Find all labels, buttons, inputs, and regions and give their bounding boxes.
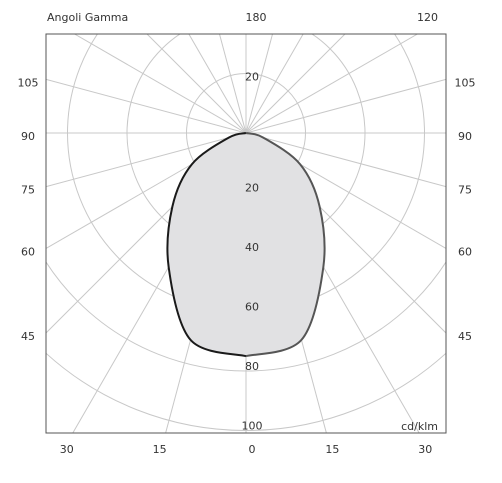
area (246, 133, 325, 357)
angle-label: 60 (458, 245, 472, 258)
angle-label: 15 (325, 443, 339, 456)
angle-label: 90 (21, 130, 35, 143)
angle-label: 75 (458, 184, 472, 197)
radial-line (245, 34, 274, 134)
angle-label: 0 (249, 443, 256, 456)
radial-line (245, 78, 446, 134)
plot (166, 132, 326, 358)
ring-label: 20 (245, 182, 259, 195)
radial-line (188, 34, 247, 134)
radial-line (218, 34, 247, 134)
frame (45, 33, 447, 434)
chart-title: Angoli Gamma (47, 11, 128, 24)
angle-label: 30 (60, 443, 74, 456)
angle-label: 45 (21, 330, 35, 343)
radial-line (245, 34, 346, 134)
radial-line (74, 34, 247, 134)
ring-label: 60 (245, 301, 259, 314)
angle-label: 60 (21, 245, 35, 258)
radial-line (245, 34, 304, 134)
angle-label: 90 (458, 130, 472, 143)
angle-label: 105 (455, 76, 476, 89)
angle-label: 15 (153, 443, 167, 456)
radial-line (46, 132, 247, 188)
ring-label: 40 (245, 241, 259, 254)
unit-label: cd/klm (401, 420, 438, 433)
curve (166, 132, 247, 358)
angle-label: 45 (458, 330, 472, 343)
angle-label: 105 (18, 76, 39, 89)
curve (245, 132, 326, 358)
ring-label: 20 (245, 71, 259, 84)
radial-line (146, 34, 247, 134)
angle-label: 30 (418, 443, 432, 456)
angle-label: 75 (21, 184, 35, 197)
radial-line (245, 34, 418, 134)
angle-label: 120 (417, 11, 438, 24)
ring-label: 100 (242, 420, 263, 433)
area (167, 133, 246, 357)
radial-line (245, 132, 446, 188)
angle-label: 180 (246, 11, 267, 24)
radial-line (46, 78, 247, 134)
ring-label: 80 (245, 360, 259, 373)
